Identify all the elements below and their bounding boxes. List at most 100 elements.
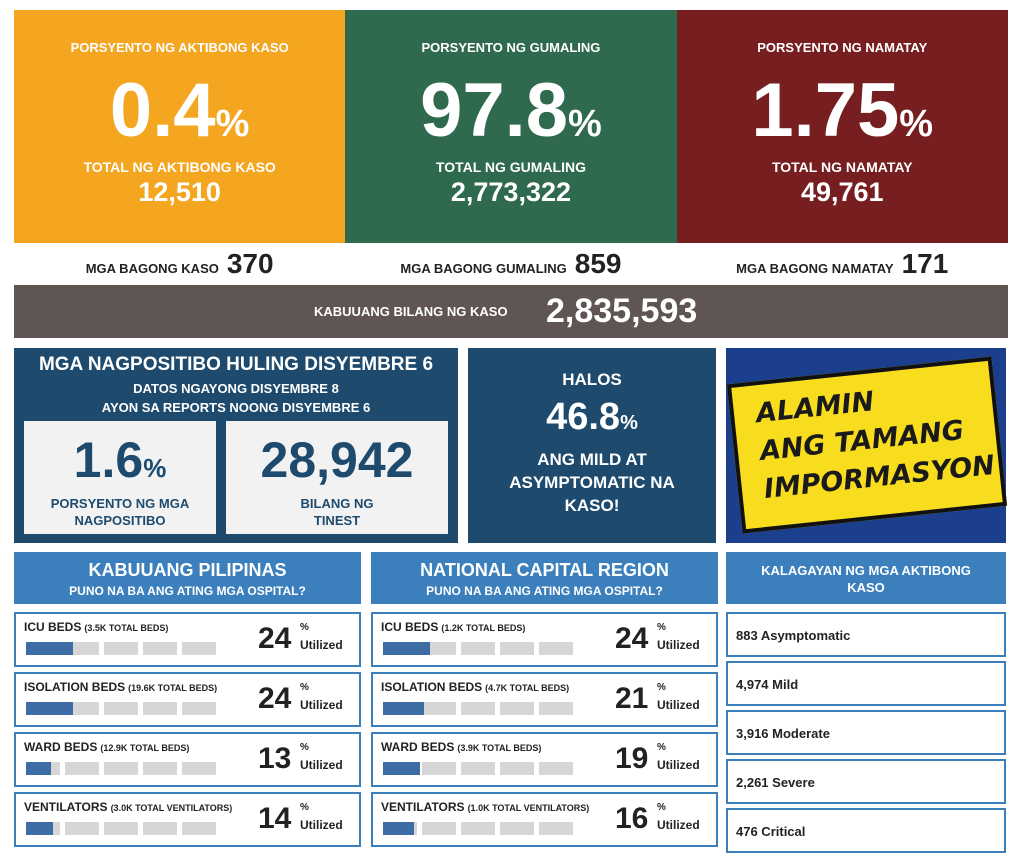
row-label-wrap: ISOLATION BEDS (4.7K TOTAL BEDS) — [381, 678, 569, 696]
active-row: 3,916 Moderate — [726, 710, 1006, 755]
row-status: Utilized — [300, 818, 343, 832]
row-unit: % — [300, 742, 309, 753]
row-status: Utilized — [300, 698, 343, 712]
row-capacity: (4.7K TOTAL BEDS) — [485, 683, 570, 693]
utilization-fill — [383, 822, 415, 835]
utilization-fill — [383, 642, 430, 655]
mild-unit: % — [620, 412, 638, 434]
new-cases: MGA BAGONG GUMALING 859 — [345, 248, 676, 280]
stat-unit: % — [899, 103, 934, 145]
mild-value: 46.8 — [546, 396, 621, 438]
bed-icon — [500, 762, 534, 775]
positivity-subtitle: DATOS NGAYONG DISYEMBRE 8 — [133, 381, 339, 396]
hospital-row: VENTILATORS (3.0K TOTAL VENTILATORS) 14% Ut… — [14, 792, 361, 847]
active-item: 2,261 Severe — [736, 775, 815, 790]
bed-icon — [104, 822, 138, 835]
row-capacity: (3.5K TOTAL BEDS) — [84, 623, 169, 633]
row-percent: 21 — [615, 682, 649, 715]
utilization-fill — [26, 762, 52, 775]
row-unit: % — [657, 742, 666, 753]
hospital-row: WARD BEDS (12.9K TOTAL BEDS) 13% Utilized — [14, 732, 361, 787]
positivity-subtitle: AYON SA REPORTS NOONG DISYEMBRE 6 — [101, 400, 371, 415]
new-value: 370 — [226, 248, 274, 279]
hospital-row: ICU BEDS (3.5K TOTAL BEDS) 24% Utilized — [14, 612, 361, 667]
row-status: Utilized — [657, 698, 700, 712]
bed-icon — [104, 762, 138, 775]
row-percent: 19 — [615, 742, 649, 775]
rate-unit: % — [143, 453, 167, 483]
utilization-bar — [383, 642, 578, 655]
row-label-wrap: ICU BEDS (1.2K TOTAL BEDS) — [381, 618, 525, 636]
total-cases-bar: KABUUANG BILANG NG KASO 2,835,593 — [14, 285, 1008, 338]
mild-text: ANG MILD AT ASYMPTOMATIC NA KASO! — [509, 450, 675, 515]
stat-box: PORSYENTO NG GUMALING 97.8% TOTAL NG GUMAL… — [345, 10, 677, 243]
stat-unit: % — [568, 103, 602, 145]
row-capacity: (1.2K TOTAL BEDS) — [441, 623, 526, 633]
row-label: ICU BEDS — [24, 620, 82, 634]
bed-icon — [539, 642, 573, 655]
row-label: WARD BEDS — [24, 740, 98, 754]
row-label-wrap: VENTILATORS (3.0K TOTAL VENTILATORS) — [24, 798, 232, 816]
stat-label: PORSYENTO NG GUMALING — [421, 40, 601, 55]
row-unit: % — [657, 622, 666, 633]
stat-percent: 1.75 — [751, 68, 900, 153]
positivity-panel: MGA NAGPOSITIBO HULING DISYEMBRE 6 DATOS… — [14, 348, 458, 543]
stat-percent-wrap: 0.4% — [14, 68, 345, 175]
tested-label: BILANG NG TINEST — [300, 496, 374, 528]
stat-percent: 97.8 — [420, 68, 568, 153]
bed-icon — [182, 642, 216, 655]
hospital-subtitle: PUNO NA BA ANG ATING MGA OSPITAL? — [69, 584, 306, 598]
utilization-fill — [26, 822, 54, 835]
rate-value: 1.6 — [73, 432, 144, 488]
bed-icon — [422, 762, 456, 775]
hospital-row: ICU BEDS (1.2K TOTAL BEDS) 24% Utilized — [371, 612, 718, 667]
row-unit: % — [300, 802, 309, 813]
bed-icon — [500, 702, 534, 715]
row-capacity: (3.0K TOTAL VENTILATORS) — [110, 803, 233, 813]
row-label-wrap: ISOLATION BEDS (19.6K TOTAL BEDS) — [24, 678, 217, 696]
bed-icon — [104, 642, 138, 655]
new-value: 171 — [901, 248, 949, 279]
new-value: 859 — [574, 248, 622, 279]
utilization-bar — [26, 702, 221, 715]
active-header: KALAGAYAN NG MGA AKTIBONG KASO — [726, 552, 1006, 604]
stat-percent-wrap: 1.75% — [677, 68, 1008, 175]
stat-label: PORSYENTO NG NAMATAY — [757, 40, 928, 55]
bed-icon — [143, 702, 177, 715]
stat-total-label: TOTAL NG GUMALING — [435, 159, 586, 175]
stat-box: PORSYENTO NG AKTIBONG KASO 0.4% TOTAL NG A… — [14, 10, 346, 243]
tested-value: 28,942 — [260, 432, 414, 488]
mild-pre: HALOS — [562, 370, 622, 389]
bed-icon — [182, 702, 216, 715]
hospital-row: ISOLATION BEDS (4.7K TOTAL BEDS) 21% Utiliz… — [371, 672, 718, 727]
bed-icon — [500, 822, 534, 835]
row-label: VENTILATORS — [24, 800, 108, 814]
stat-total: 2,773,322 — [450, 177, 571, 207]
rate-value-wrap: 1.6% — [24, 431, 216, 489]
hospital-row: ISOLATION BEDS (19.6K TOTAL BEDS) 24% Utili… — [14, 672, 361, 727]
utilization-fill — [26, 642, 73, 655]
utilization-fill — [383, 702, 424, 715]
hospital-subtitle: PUNO NA BA ANG ATING MGA OSPITAL? — [426, 584, 663, 598]
stat-box: PORSYENTO NG NAMATAY 1.75% TOTAL NG NAMATA… — [676, 10, 1008, 243]
stat-total-label: TOTAL NG AKTIBONG KASO — [83, 159, 276, 175]
stat-total: 49,761 — [800, 177, 884, 207]
row-label: VENTILATORS — [381, 800, 465, 814]
bed-icon — [143, 642, 177, 655]
row-status: Utilized — [657, 818, 700, 832]
utilization-fill — [383, 762, 421, 775]
active-row: 4,974 Mild — [726, 661, 1006, 706]
top-stats: PORSYENTO NG AKTIBONG KASO 0.4% TOTAL NG A… — [0, 0, 1024, 285]
row-unit: % — [300, 622, 309, 633]
bed-icon — [539, 762, 573, 775]
new-cases: MGA BAGONG NAMATAY 171 — [677, 248, 1008, 280]
active-title: KALAGAYAN NG MGA AKTIBONG KASO — [761, 563, 971, 595]
row-percent: 13 — [258, 742, 292, 775]
row-label: ISOLATION BEDS — [24, 680, 126, 694]
row-status: Utilized — [300, 638, 343, 652]
stat-unit: % — [215, 103, 250, 145]
utilization-bar — [26, 822, 221, 835]
stat-total-label: TOTAL NG NAMATAY — [771, 159, 913, 175]
row-status: Utilized — [300, 758, 343, 772]
active-row: 2,261 Severe — [726, 759, 1006, 804]
